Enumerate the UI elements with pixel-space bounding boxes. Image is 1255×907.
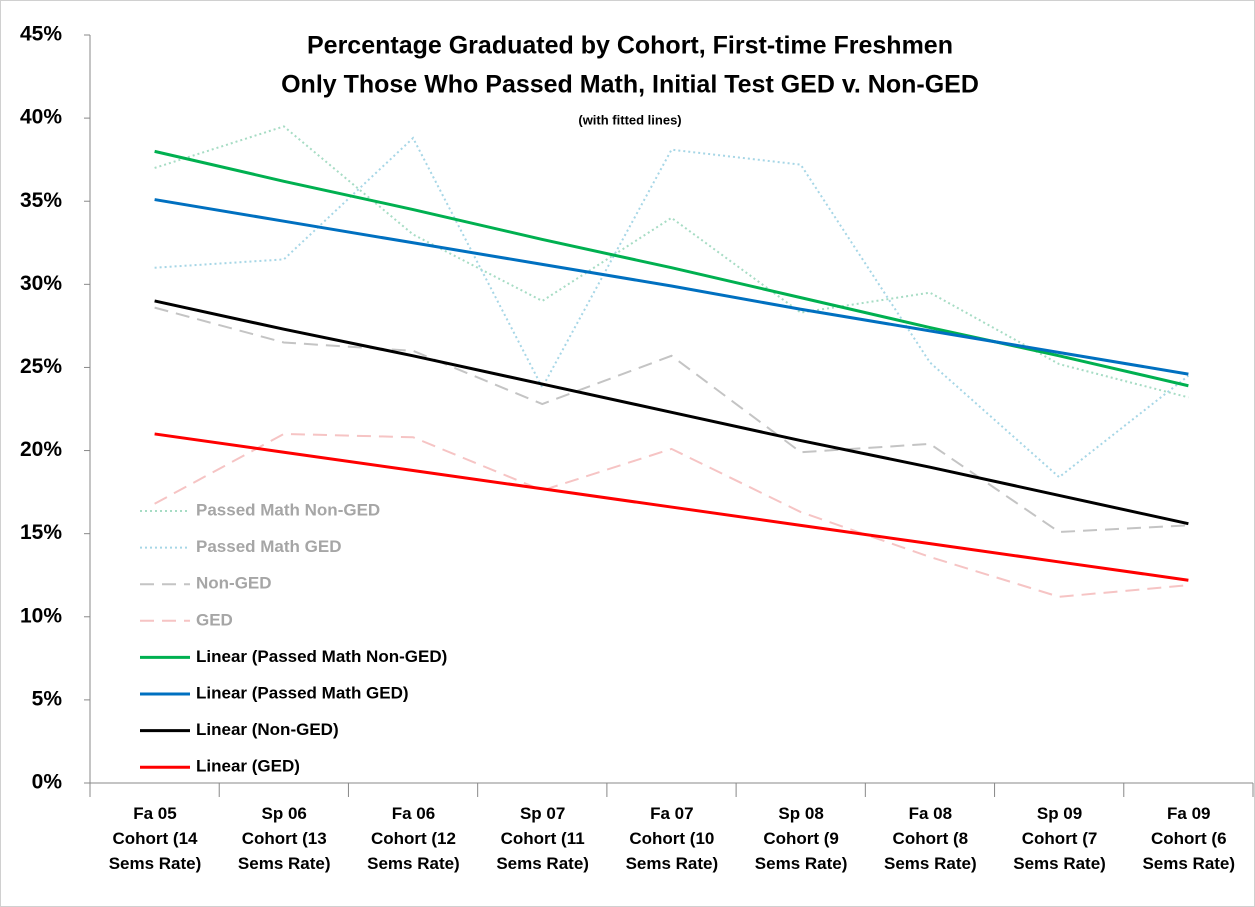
y-tick-label: 10% [20, 604, 62, 627]
series-line [154, 432, 1189, 598]
chart-title: Percentage Graduated by Cohort, First-ti… [307, 32, 953, 60]
y-tick-label: 5% [32, 687, 63, 710]
series-line [154, 432, 1189, 582]
legend-label: Passed Math Non-GED [196, 500, 380, 519]
series-line [154, 198, 1189, 376]
x-tick-label: Fa 07 Cohort (10 Sems Rate) [625, 804, 719, 873]
y-tick-label: 25% [20, 355, 62, 378]
y-tick-label: 20% [20, 438, 62, 461]
legend-label: Passed Math GED [196, 537, 342, 556]
legend-label: Linear (Passed Math Non-GED) [196, 647, 447, 666]
legend-label: Non-GED [196, 574, 272, 593]
y-tick-label: 40% [20, 106, 62, 129]
legend-label: Linear (Non-GED) [196, 720, 339, 739]
y-tick-label: 15% [20, 521, 62, 544]
x-tick-label: Sp 06 Cohort (13 Sems Rate) [237, 804, 331, 873]
legend-label: GED [196, 610, 233, 629]
series-line [154, 306, 1189, 534]
x-tick-label: Fa 09 Cohort (6 Sems Rate) [1142, 804, 1236, 873]
series-line [154, 299, 1189, 526]
series-line [154, 125, 1189, 399]
x-tick-label: Fa 08 Cohort (8 Sems Rate) [884, 804, 977, 873]
chart-title: Only Those Who Passed Math, Initial Test… [281, 71, 979, 99]
series-line [154, 149, 1189, 388]
y-tick-label: 30% [20, 272, 62, 295]
legend-label: Linear (Passed Math GED) [196, 683, 409, 702]
x-tick-label: Sp 07 Cohort (11 Sems Rate) [496, 804, 589, 873]
legend-label: Linear (GED) [196, 757, 300, 776]
x-tick-label: Sp 08 Cohort (9 Sems Rate) [754, 804, 848, 873]
x-tick-label: Fa 06 Cohort (12 Sems Rate) [367, 804, 460, 873]
series-line [154, 136, 1190, 479]
x-tick-label: Sp 09 Cohort (7 Sems Rate) [1013, 804, 1106, 873]
chart-subtitle: (with fitted lines) [578, 112, 681, 127]
y-tick-label: 45% [20, 23, 62, 46]
y-tick-label: 0% [32, 771, 63, 794]
y-tick-label: 35% [20, 189, 62, 212]
x-tick-label: Fa 05 Cohort (14 Sems Rate) [108, 804, 202, 873]
